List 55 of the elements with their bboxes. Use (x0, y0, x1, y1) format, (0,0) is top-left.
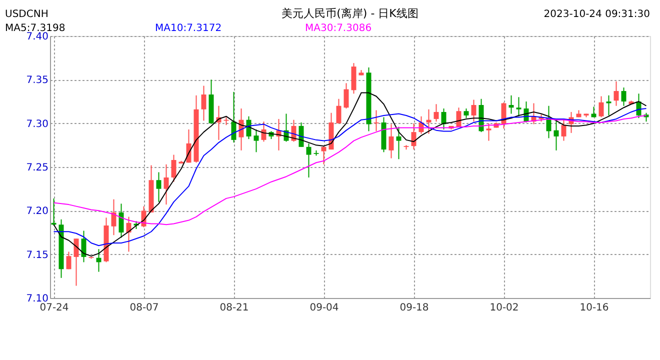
candlestick (81, 230, 86, 263)
y-tick-label: 7.15 (26, 250, 48, 261)
text: 2023-10-24 09:31:30 (544, 9, 650, 20)
candlestick (411, 122, 416, 150)
candlestick (516, 96, 522, 117)
y-tick-label: 7.35 (26, 75, 48, 86)
candlestick (111, 198, 116, 236)
candlestick (344, 82, 349, 109)
candlestick (74, 238, 79, 286)
candlestick (336, 98, 342, 124)
candlestick (396, 126, 402, 160)
x-tick-label: 08-21 (220, 302, 249, 314)
x-tick-label: 09-04 (310, 302, 339, 314)
candlestick (388, 124, 394, 159)
x-tick-label: 10-02 (490, 302, 519, 314)
candlestick (118, 203, 124, 238)
candlestick (614, 80, 619, 106)
candlestick (434, 104, 439, 122)
candlestick (598, 96, 604, 118)
y-tick-label: 7.30 (26, 118, 48, 130)
candlestick (254, 128, 259, 153)
text: MA30:7.3086 (305, 23, 372, 34)
candlestick (426, 108, 432, 134)
y-tick-label: 7.40 (26, 32, 48, 42)
x-tick-label: 07-24 (40, 302, 69, 314)
candlestick (261, 121, 266, 142)
candlestick (501, 102, 506, 130)
candlestick (621, 87, 626, 106)
text: USDCNH (5, 9, 48, 20)
x-tick-label: 10-16 (580, 302, 609, 314)
candlestick (156, 172, 162, 202)
candlestick (464, 108, 469, 119)
y-tick-label: 7.10 (26, 294, 48, 304)
x-tick-label: 09-18 (400, 302, 429, 314)
candlestick (96, 248, 102, 272)
candlestick (471, 99, 476, 122)
candlestick (486, 122, 492, 142)
candlestick (554, 119, 559, 151)
candlestick (561, 118, 566, 142)
candlestick (374, 110, 379, 132)
x-tick-label: 08-07 (130, 302, 159, 314)
candlestick (164, 164, 169, 206)
y-tick-label: 7.20 (26, 206, 48, 218)
text: MA10:7.3172 (155, 23, 222, 34)
candlestick (66, 251, 72, 270)
candlestick (508, 94, 514, 114)
candlestick (201, 85, 206, 122)
candlestick (441, 108, 446, 130)
candlestick (171, 154, 176, 182)
candlestick (351, 62, 356, 94)
chart-title: 美元人民币(离岸) - 日K线图 (282, 7, 418, 20)
y-tick-label: 7.25 (26, 162, 48, 174)
candlestick (231, 91, 236, 144)
candlestick (306, 142, 312, 178)
candlestick (321, 146, 326, 165)
